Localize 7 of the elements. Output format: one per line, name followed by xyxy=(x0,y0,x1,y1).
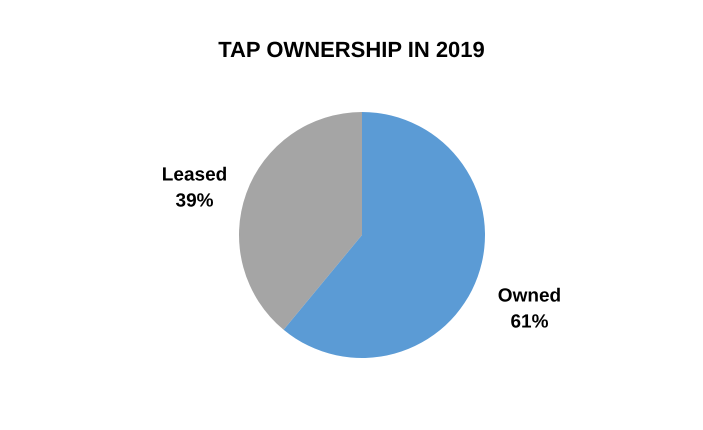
slice-label: Owned xyxy=(498,285,562,306)
data-label: 61% xyxy=(510,311,549,332)
chart-title: TAP OWNERSHIP IN 2019 xyxy=(218,37,485,62)
data-label: 39% xyxy=(176,190,214,212)
pie-slice xyxy=(284,112,485,358)
pie-slice xyxy=(239,112,362,330)
slice-label: Leased xyxy=(162,164,228,186)
